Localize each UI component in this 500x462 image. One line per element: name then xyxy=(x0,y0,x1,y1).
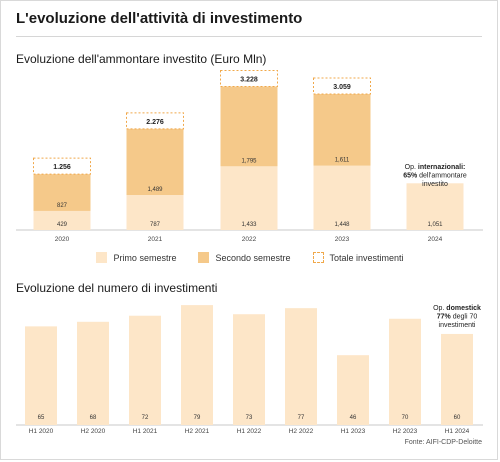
amount-chart-legend: Primo semestre Secondo semestre Totale i… xyxy=(0,252,500,263)
count-bar-h2-2020 xyxy=(77,321,109,425)
main-title: L'evoluzione dell'attività di investimen… xyxy=(16,10,303,27)
count-bar-chart: 65 H1 2020 68 H2 2020 72 H1 2021 79 H2 2021 73 H1… xyxy=(16,305,483,435)
count-x-tick-h1-2022: H1 2022 xyxy=(237,428,262,435)
count-bar-h1-2021 xyxy=(129,315,161,425)
amount-annotation-line3: investito xyxy=(422,181,448,188)
legend-label-total: Totale investimenti xyxy=(329,252,404,263)
bar-total-box-2021 xyxy=(126,112,184,130)
count-annotation-line2: 77% degli 70 xyxy=(437,314,478,321)
count-x-tick-h2-2020: H2 2020 xyxy=(81,428,106,435)
count-bar-h1-2020 xyxy=(25,326,57,425)
count-label-h1-2021: 72 xyxy=(142,415,149,421)
count-bar-h1-2022 xyxy=(233,314,265,425)
amount-bar-chart: 429 827 1.256 2020 787 1,489 2.276 2021 1,433 1,7… xyxy=(16,70,483,243)
label-first-half-2023: 1,448 xyxy=(334,222,350,228)
label-first-half-2022: 1,433 xyxy=(241,222,257,228)
amount-chart-title: Evoluzione dell'ammontare investito (Eur… xyxy=(16,52,267,66)
count-x-tick-h1-2024: H1 2024 xyxy=(445,428,470,435)
count-label-h2-2022: 77 xyxy=(298,415,305,421)
title-divider xyxy=(16,36,482,37)
bar-first-half-2024 xyxy=(406,183,464,230)
label-second-half-2020: 827 xyxy=(57,203,68,209)
amount-x-tick-2023: 2023 xyxy=(335,236,350,243)
source-note: Fonte: AIFI-CDP-Deloitte xyxy=(404,439,482,446)
count-label-h2-2020: 68 xyxy=(90,415,97,421)
label-second-half-2021: 1,489 xyxy=(147,187,163,193)
count-x-tick-h2-2021: H2 2021 xyxy=(185,428,210,435)
amount-x-tick-2021: 2021 xyxy=(148,236,163,243)
count-label-h2-2023: 70 xyxy=(402,415,409,421)
legend-item-first-half: Primo semestre xyxy=(96,252,176,263)
label-first-half-2020: 429 xyxy=(57,222,68,228)
count-label-h2-2021: 79 xyxy=(194,415,201,421)
amount-x-tick-2020: 2020 xyxy=(55,236,70,243)
label-total-2022: 3.228 xyxy=(240,77,258,84)
bar-second-half-2023 xyxy=(313,94,371,166)
bar-total-box-2020 xyxy=(33,157,91,175)
count-bar-h1-2023 xyxy=(337,355,369,425)
legend-swatch-second-half xyxy=(198,252,210,263)
count-x-tick-h2-2023: H2 2023 xyxy=(393,428,418,435)
bar-second-half-2020 xyxy=(33,174,91,211)
bar-second-half-2021 xyxy=(126,128,184,196)
label-total-2023: 3.059 xyxy=(333,84,351,91)
count-label-h1-2024: 60 xyxy=(454,415,461,421)
count-x-tick-h1-2023: H1 2023 xyxy=(341,428,366,435)
amount-x-tick-2024: 2024 xyxy=(428,236,443,243)
label-first-half-2021: 787 xyxy=(150,222,161,228)
count-bar-h2-2022 xyxy=(285,308,317,425)
bar-total-box-2023 xyxy=(313,77,371,95)
count-x-tick-h1-2020: H1 2020 xyxy=(29,428,54,435)
legend-swatch-first-half xyxy=(96,252,108,263)
legend-swatch-total xyxy=(312,252,324,263)
bar-first-half-2021 xyxy=(126,195,184,230)
amount-annotation-line2: 65% dell'ammontare xyxy=(403,173,467,180)
label-total-2021: 2.276 xyxy=(146,119,164,126)
count-chart-title: Evoluzione del numero di investimenti xyxy=(16,281,218,295)
count-x-tick-h2-2022: H2 2022 xyxy=(289,428,314,435)
legend-label-first-half: Primo semestre xyxy=(113,252,177,263)
label-second-half-2022: 1,795 xyxy=(241,158,257,164)
bar-first-half-2020 xyxy=(33,210,91,230)
bar-first-half-2022 xyxy=(220,166,278,230)
count-bar-h2-2021 xyxy=(181,305,213,425)
count-bar-h2-2023 xyxy=(389,318,421,425)
bar-second-half-2022 xyxy=(220,86,278,167)
count-label-h1-2020: 65 xyxy=(38,415,45,421)
count-label-h1-2022: 73 xyxy=(246,415,253,421)
label-second-half-2023: 1,611 xyxy=(335,158,350,164)
amount-annotation-line1: Op. internazionali: xyxy=(405,164,466,171)
legend-label-second-half: Secondo semestre xyxy=(215,252,291,263)
count-annotation-line1: Op. domestick xyxy=(433,305,481,312)
count-label-h1-2023: 46 xyxy=(350,415,357,421)
legend-item-total: Totale investimenti xyxy=(312,252,404,263)
count-annotation-line3: investimenti xyxy=(439,322,476,329)
bar-total-box-2022 xyxy=(220,70,278,88)
bar-first-half-2023 xyxy=(313,165,371,230)
count-bar-h1-2024 xyxy=(441,333,473,425)
label-first-half-2024: 1,051 xyxy=(427,222,443,228)
legend-item-second-half: Secondo semestre xyxy=(198,252,291,263)
count-x-tick-h1-2021: H1 2021 xyxy=(133,428,158,435)
amount-x-tick-2022: 2022 xyxy=(242,236,257,243)
label-total-2020: 1.256 xyxy=(53,164,71,171)
